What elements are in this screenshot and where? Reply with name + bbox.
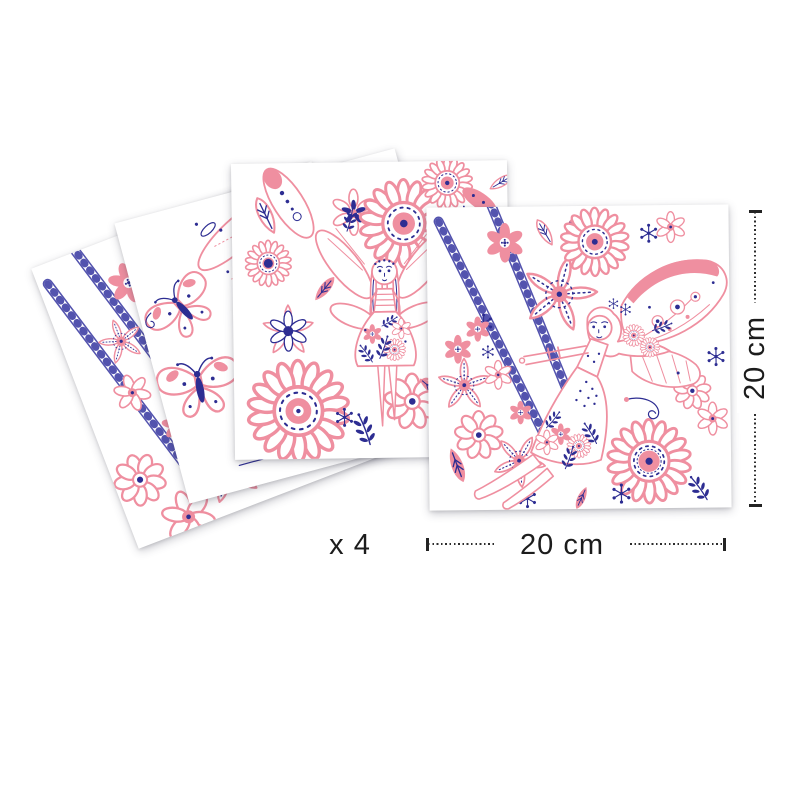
scatter-flowers: [436, 206, 730, 511]
fairy-hand: [518, 357, 526, 364]
butterfly: [153, 350, 247, 423]
height-label: 20 cm: [737, 303, 773, 413]
fairy-arms: [523, 345, 589, 366]
width-label: 20 cm: [494, 526, 630, 564]
fairy-on-swing-illustration: [433, 204, 730, 511]
sheet-fairy-on-swing: [426, 204, 732, 511]
butterfly: [138, 264, 228, 353]
swinging-fairy: [473, 259, 728, 510]
dimension-end-cap: [426, 538, 429, 551]
fairy-leg: [377, 365, 386, 427]
sheet-standing-fairy: [230, 160, 512, 460]
big-sunflower: [244, 357, 352, 460]
dimension-end-cap: [749, 504, 762, 507]
wing-piece: [262, 167, 315, 239]
dress-dots: [575, 380, 598, 408]
quantity-label: x 4: [329, 529, 371, 561]
squiggle: [145, 312, 155, 329]
fairy-head: [586, 314, 613, 341]
dimension-end-cap: [723, 538, 726, 551]
fairy-leg: [473, 453, 542, 500]
standing-fairy-illustration: [243, 160, 512, 460]
fairy-wand: [625, 397, 660, 420]
oval-petal-flower: [262, 304, 314, 354]
dimension-end-cap: [749, 210, 762, 213]
fairy-face: [590, 321, 609, 339]
fairy-face: [376, 265, 392, 282]
fairy-crown: [374, 259, 395, 266]
fairy-leg: [502, 467, 555, 510]
fairy-leg: [388, 364, 398, 421]
